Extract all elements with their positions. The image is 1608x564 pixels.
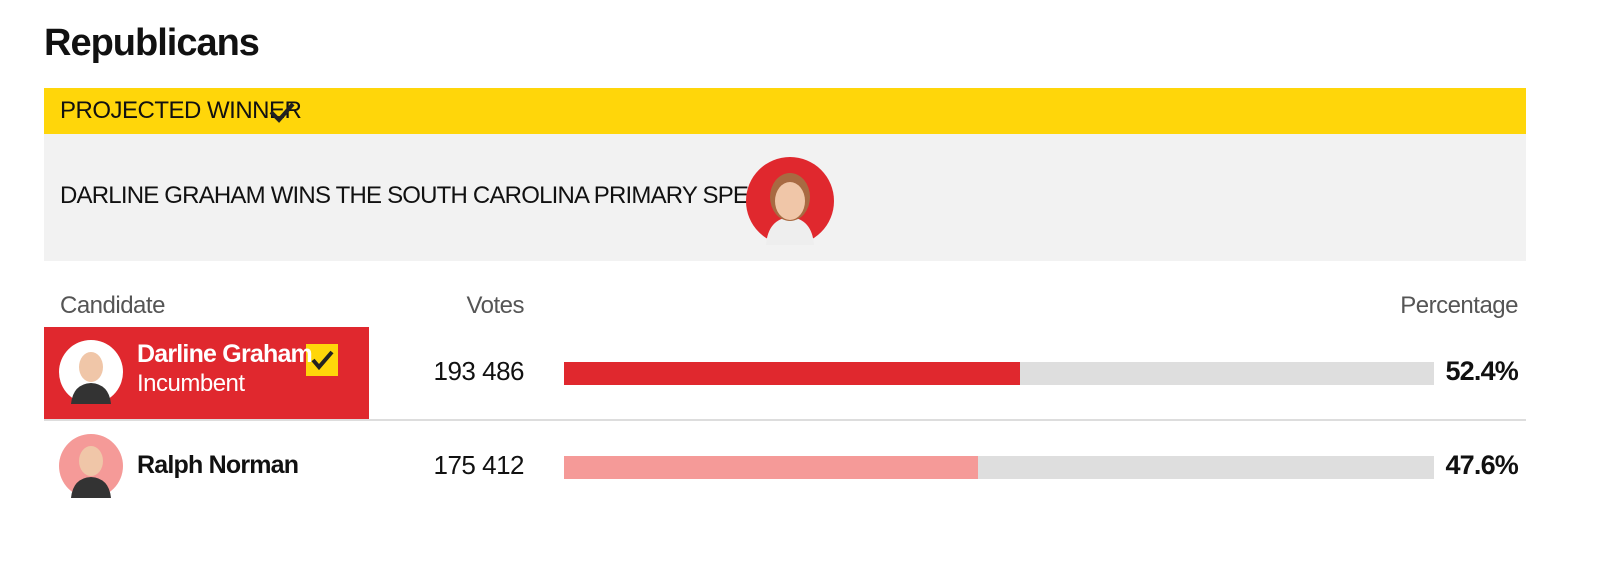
votes: 175 412 xyxy=(433,450,525,480)
winner-banner xyxy=(44,88,1526,134)
candidate-name: Ralph Norman xyxy=(137,451,299,479)
column-header: Percentage xyxy=(1400,292,1518,319)
bar xyxy=(564,456,979,479)
bar-track xyxy=(564,456,1434,479)
candidate-name: Darline Graham xyxy=(137,340,313,368)
winner-check xyxy=(306,344,338,376)
votes: 193 486 xyxy=(433,356,525,386)
candidate-photo xyxy=(746,157,834,245)
banner-label: PROJECTED WINNER xyxy=(60,97,302,124)
candidate-photo xyxy=(59,434,123,498)
check-icon xyxy=(269,102,295,123)
bar-track xyxy=(564,362,1434,385)
bar xyxy=(564,362,1020,385)
column-header: Candidate xyxy=(60,292,165,319)
headline: DARLINE GRAHAM WINS THE SOUTH CAROLINA P… xyxy=(60,182,799,209)
percentage-label: 47.6% xyxy=(1445,450,1518,480)
column-header: Votes xyxy=(466,292,524,319)
candidate-status: Incumbent xyxy=(137,370,245,397)
percentage-label: 52.4% xyxy=(1445,356,1518,386)
section-title: Republicans xyxy=(44,22,260,64)
row-separator xyxy=(44,419,1526,421)
candidate-photo xyxy=(59,340,123,404)
